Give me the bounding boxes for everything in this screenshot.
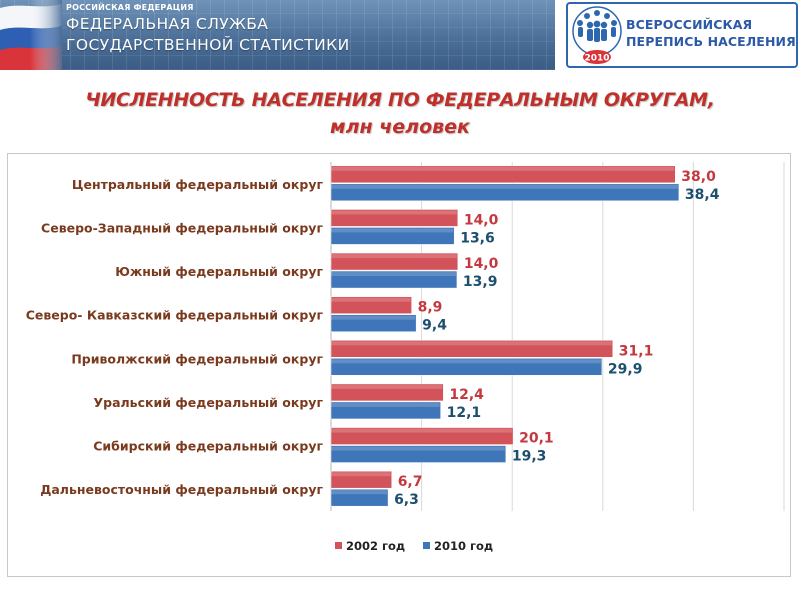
census-emblem-icon: 2010 bbox=[572, 6, 622, 64]
bar-2010 bbox=[330, 445, 507, 463]
census-title-line1: ВСЕРОССИЙСКАЯ bbox=[626, 17, 753, 32]
agency-name-line2: ГОСУДАРСТВЕННОЙ СТАТИСТИКИ bbox=[66, 36, 350, 54]
category-label: Дальневосточный федеральный округ bbox=[40, 482, 323, 497]
bar-highlight bbox=[331, 210, 457, 215]
bar-2002 bbox=[330, 470, 392, 489]
bar-highlight bbox=[331, 428, 513, 433]
bar-2010 bbox=[330, 401, 441, 420]
bar-highlight bbox=[331, 254, 457, 259]
category-label: Уральский федеральный округ bbox=[94, 395, 324, 410]
bar-highlight bbox=[331, 359, 601, 364]
category-label: Северо- Кавказский федеральный округ bbox=[26, 308, 324, 323]
category-label: Северо-Западный федеральный округ bbox=[41, 220, 323, 235]
data-label: 13,9 bbox=[463, 274, 498, 290]
census-title-line2: ПЕРЕПИСЬ НАСЕЛЕНИЯ bbox=[626, 34, 796, 49]
header-banner: РОССИЙСКАЯ ФЕДЕРАЦИЯ ФЕДЕРАЛЬНАЯ СЛУЖБА … bbox=[0, 0, 555, 70]
bar-highlight bbox=[331, 228, 454, 233]
data-label: 6,3 bbox=[394, 492, 419, 508]
bar-highlight bbox=[331, 490, 388, 495]
bar-highlight bbox=[331, 446, 505, 451]
bar-2002 bbox=[330, 252, 459, 271]
category-label: Сибирский федеральный округ bbox=[93, 439, 323, 454]
data-label: 14,0 bbox=[464, 256, 499, 272]
bar-highlight bbox=[331, 184, 678, 189]
russian-flag-icon bbox=[0, 0, 62, 70]
data-label: 13,6 bbox=[460, 230, 495, 246]
data-label: 29,9 bbox=[608, 361, 643, 377]
bar-highlight bbox=[331, 297, 411, 302]
country-label: РОССИЙСКАЯ ФЕДЕРАЦИЯ bbox=[66, 3, 194, 12]
agency-name-line1: ФЕДЕРАЛЬНАЯ СЛУЖБА bbox=[66, 15, 269, 33]
data-label: 31,1 bbox=[619, 343, 654, 359]
category-label: Южный федеральный округ bbox=[115, 264, 323, 279]
data-label: 38,0 bbox=[681, 169, 716, 185]
census-logo: 2010 ВСЕРОССИЙСКАЯ ПЕРЕПИСЬ НАСЕЛЕНИЯ bbox=[560, 0, 800, 70]
data-label: 14,0 bbox=[464, 212, 499, 228]
bar-2002 bbox=[330, 427, 514, 445]
data-label: 12,4 bbox=[449, 387, 484, 403]
chart-subtitle: млн человек bbox=[330, 116, 470, 138]
bar-2010 bbox=[330, 358, 603, 376]
bar-chart: Центральный федеральный округ 38,0 38,4 Сев… bbox=[26, 162, 785, 553]
data-label: 20,1 bbox=[519, 431, 554, 447]
bar-2010 bbox=[330, 183, 680, 202]
bar-highlight bbox=[331, 272, 456, 277]
data-label: 19,3 bbox=[512, 449, 547, 465]
bar-highlight bbox=[331, 384, 443, 389]
legend-swatch bbox=[423, 542, 430, 549]
category-label: Приволжский федеральный округ bbox=[71, 351, 323, 366]
bar-2010 bbox=[330, 314, 417, 332]
bar-highlight bbox=[331, 341, 612, 346]
bar-highlight bbox=[331, 472, 391, 477]
bar-2010 bbox=[330, 227, 455, 245]
legend-item: 2002 год bbox=[346, 539, 405, 553]
bar-highlight bbox=[331, 166, 675, 171]
bar-highlight bbox=[331, 402, 440, 407]
bar-highlight bbox=[331, 315, 416, 320]
legend-item: 2010 год bbox=[434, 539, 493, 553]
category-label: Центральный федеральный округ bbox=[72, 177, 324, 192]
census-logo-frame bbox=[566, 2, 798, 68]
data-label: 38,4 bbox=[685, 187, 720, 203]
bar-2002 bbox=[330, 296, 412, 314]
data-label: 12,1 bbox=[447, 405, 482, 421]
data-label: 9,4 bbox=[422, 318, 447, 334]
bar-2002 bbox=[330, 383, 444, 402]
census-year: 2010 bbox=[584, 54, 609, 64]
bar-2002 bbox=[330, 209, 459, 227]
bar-2010 bbox=[330, 270, 458, 289]
bar-2010 bbox=[330, 488, 389, 507]
bar-2002 bbox=[330, 340, 614, 358]
chart-title: ЧИСЛЕННОСТЬ НАСЕЛЕНИЯ ПО ФЕДЕРАЛЬНЫМ ОКР… bbox=[85, 89, 715, 111]
bar-2002 bbox=[330, 165, 676, 184]
chart-area: Центральный федеральный округ 38,0 38,4 Сев… bbox=[7, 153, 791, 577]
data-label: 8,9 bbox=[418, 300, 443, 316]
legend-swatch bbox=[335, 542, 342, 549]
data-label: 6,7 bbox=[398, 474, 423, 490]
